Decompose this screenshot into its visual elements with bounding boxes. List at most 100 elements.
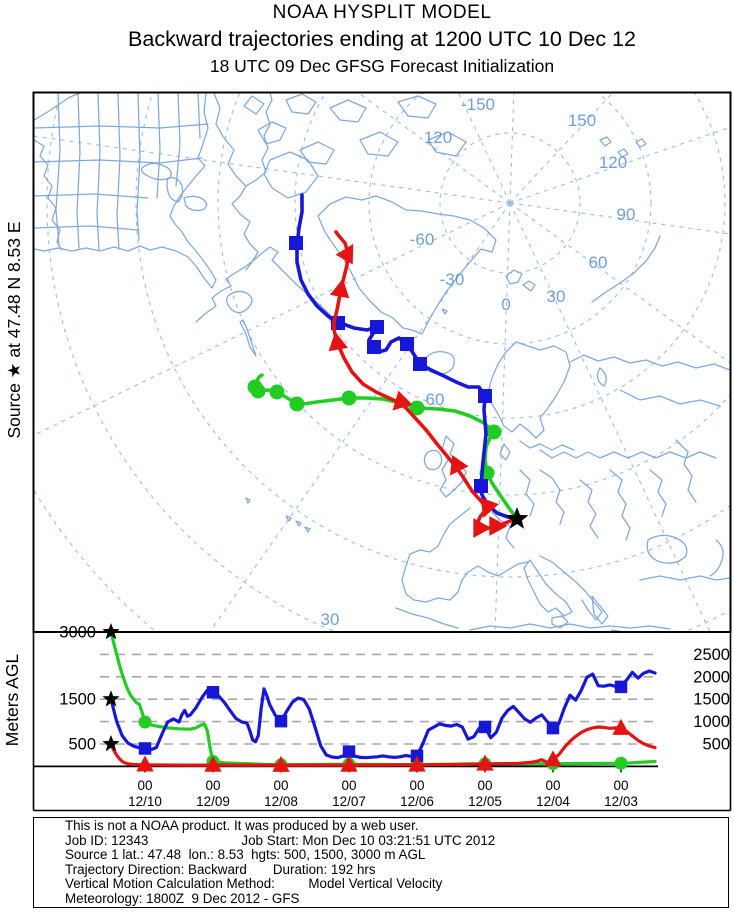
model-title: NOAA HYSPLIT MODEL <box>272 2 492 23</box>
trajectory-500m-map-marker <box>328 331 349 352</box>
height-profile-marker <box>272 755 290 772</box>
graticule-label: 60 <box>589 253 608 272</box>
trajectory-3000m-map-marker <box>409 400 425 416</box>
axis-labels: Source ★ at 47.48 N 8.53 E 3000 1500 500 250… <box>2 221 730 753</box>
x-tick-hour-label: 00 <box>545 778 560 793</box>
y-axis-left-label: 3000 <box>59 624 96 642</box>
map-coastlines <box>34 93 730 631</box>
start-height-star <box>102 690 120 707</box>
x-tick-date-label: 12/09 <box>196 794 230 809</box>
source-line: Source 1 lat.: 47.48 lon.: 8.53 hgts: 50… <box>65 847 426 863</box>
graticule-label: 120 <box>599 153 627 172</box>
source-axis-label: Source ★ at 47.48 N 8.53 E <box>4 221 24 438</box>
trajectory-500m-map-marker <box>329 278 350 299</box>
map-frame-and-star <box>32 91 732 633</box>
graticule-label: -60 <box>410 230 435 249</box>
y-axis-right-label: 1500 <box>693 691 730 709</box>
x-tick-date-label: 12/04 <box>536 794 570 809</box>
x-tick-date-label: 12/06 <box>400 794 434 809</box>
y-axis-right-label: 2500 <box>693 646 730 664</box>
x-tick-hour-label: 00 <box>137 778 152 793</box>
trajectory-500m-map-marker <box>480 497 499 518</box>
trajectory-500m-map-marker <box>335 243 354 265</box>
trajectory-500m-map-marker <box>392 390 413 411</box>
y-axis-right-label: 500 <box>702 736 730 754</box>
x-tick-hour-label: 00 <box>341 778 356 793</box>
height-profile-marker <box>342 745 356 758</box>
source-location-star <box>505 507 529 529</box>
height-profile-marker <box>138 742 152 755</box>
start-height-star <box>102 735 120 752</box>
trajectory-500m-map-marker <box>449 455 469 476</box>
job-id-line: Job ID: 12343 Job Start: Mon Dec 10 03:2… <box>65 832 496 848</box>
trajectory-1500m-map-marker <box>474 479 488 493</box>
graticule-label: 0 <box>501 295 510 314</box>
x-tick-hour-label: 00 <box>273 778 288 793</box>
height-profile-marker <box>138 715 152 729</box>
height-profile-marker <box>274 714 288 728</box>
x-tick-hour-label: 00 <box>409 778 424 793</box>
height-profile-marker <box>136 755 154 772</box>
x-tick-hour-label: 00 <box>477 778 492 793</box>
trajectory-500m-map-marker <box>489 516 508 536</box>
trajectory-500m-map-marker <box>473 518 492 538</box>
height-profile-marker <box>614 680 628 694</box>
x-tick-hour-label: 00 <box>613 778 628 793</box>
trajectory-1500m-map-marker <box>413 357 427 371</box>
map-grid-labels: -150 150 120 120 90 -60 -30 0 30 60 60 30 <box>321 95 636 629</box>
height-profile-marker <box>340 755 358 772</box>
y-axis-left-label: 1500 <box>59 691 96 709</box>
graticule-label: 30 <box>547 287 566 306</box>
x-tick-date-label: 12/08 <box>264 794 298 809</box>
graticule-label: -150 <box>461 95 495 114</box>
graticule-label: 150 <box>568 111 596 130</box>
y-axis-right-label: 1000 <box>693 713 730 731</box>
trajectory-1500m-map-marker <box>400 337 414 351</box>
trajectory-ending-subtitle: Backward trajectories ending at 1200 UTC… <box>128 27 636 51</box>
height-profile-marker <box>478 720 492 734</box>
height-profile-marker <box>614 756 628 770</box>
trajectory-1500m-map-path <box>295 193 519 521</box>
disclaimer-line: This is not a NOAA product. It was produ… <box>65 818 419 833</box>
trajectory-500m-map-path <box>332 230 519 530</box>
meteorology-line: Meteorology: 1800Z 9 Dec 2012 - GFS <box>65 890 300 906</box>
height-profile-triangle <box>109 725 657 767</box>
height-profile-marker <box>476 754 494 771</box>
height-profile-chart: 0012/100012/090012/080012/070012/060012/… <box>32 623 732 812</box>
trajectory-3000m-map-marker <box>341 390 357 406</box>
y-axis-right-label: 2000 <box>693 668 730 686</box>
height-profile-marker <box>612 718 630 735</box>
graticule-label: 120 <box>424 128 452 147</box>
trajectory-3000m-map-marker <box>289 396 305 412</box>
trajectory-1500m-map-marker <box>367 340 381 354</box>
trajectory-1500m-map-marker <box>478 389 492 403</box>
height-profile-marker <box>546 721 560 735</box>
y-axis-left-label: 500 <box>68 736 96 754</box>
height-profile-marker <box>204 755 222 772</box>
trajectory-3000m-map-marker <box>269 384 285 400</box>
graticule-label: 30 <box>321 610 340 629</box>
x-tick-date-label: 12/07 <box>332 794 366 809</box>
trajectory-3000m-map-marker <box>247 379 263 395</box>
trajectory-1500m-map-marker <box>289 236 303 250</box>
x-tick-hour-label: 00 <box>205 778 220 793</box>
x-tick-date-label: 12/03 <box>604 794 638 809</box>
forecast-initialization-subtitle: 18 UTC 09 Dec GFSG Forecast Initializati… <box>209 56 555 76</box>
height-profile-marker <box>206 686 220 699</box>
x-tick-date-label: 12/10 <box>128 794 162 809</box>
height-profile-square <box>109 669 657 760</box>
run-info-box: This is not a NOAA product. It was produ… <box>33 817 729 908</box>
height-profile-marker <box>544 750 562 767</box>
start-height-star <box>102 623 120 640</box>
graticule-label: -30 <box>440 270 465 289</box>
map-trajectories <box>247 193 519 538</box>
meters-agl-axis-label: Meters AGL <box>2 654 22 747</box>
plot-title-block: NOAA HYSPLIT MODEL Backward trajectories… <box>30 0 734 77</box>
trajectory-3000m-map-marker <box>486 424 502 440</box>
x-tick-date-label: 12/05 <box>468 794 502 809</box>
trajectory-1500m-map-marker <box>370 320 384 334</box>
vertical-motion-line: Vertical Motion Calculation Method: Mode… <box>65 876 443 892</box>
graticule-label: 90 <box>617 205 636 224</box>
